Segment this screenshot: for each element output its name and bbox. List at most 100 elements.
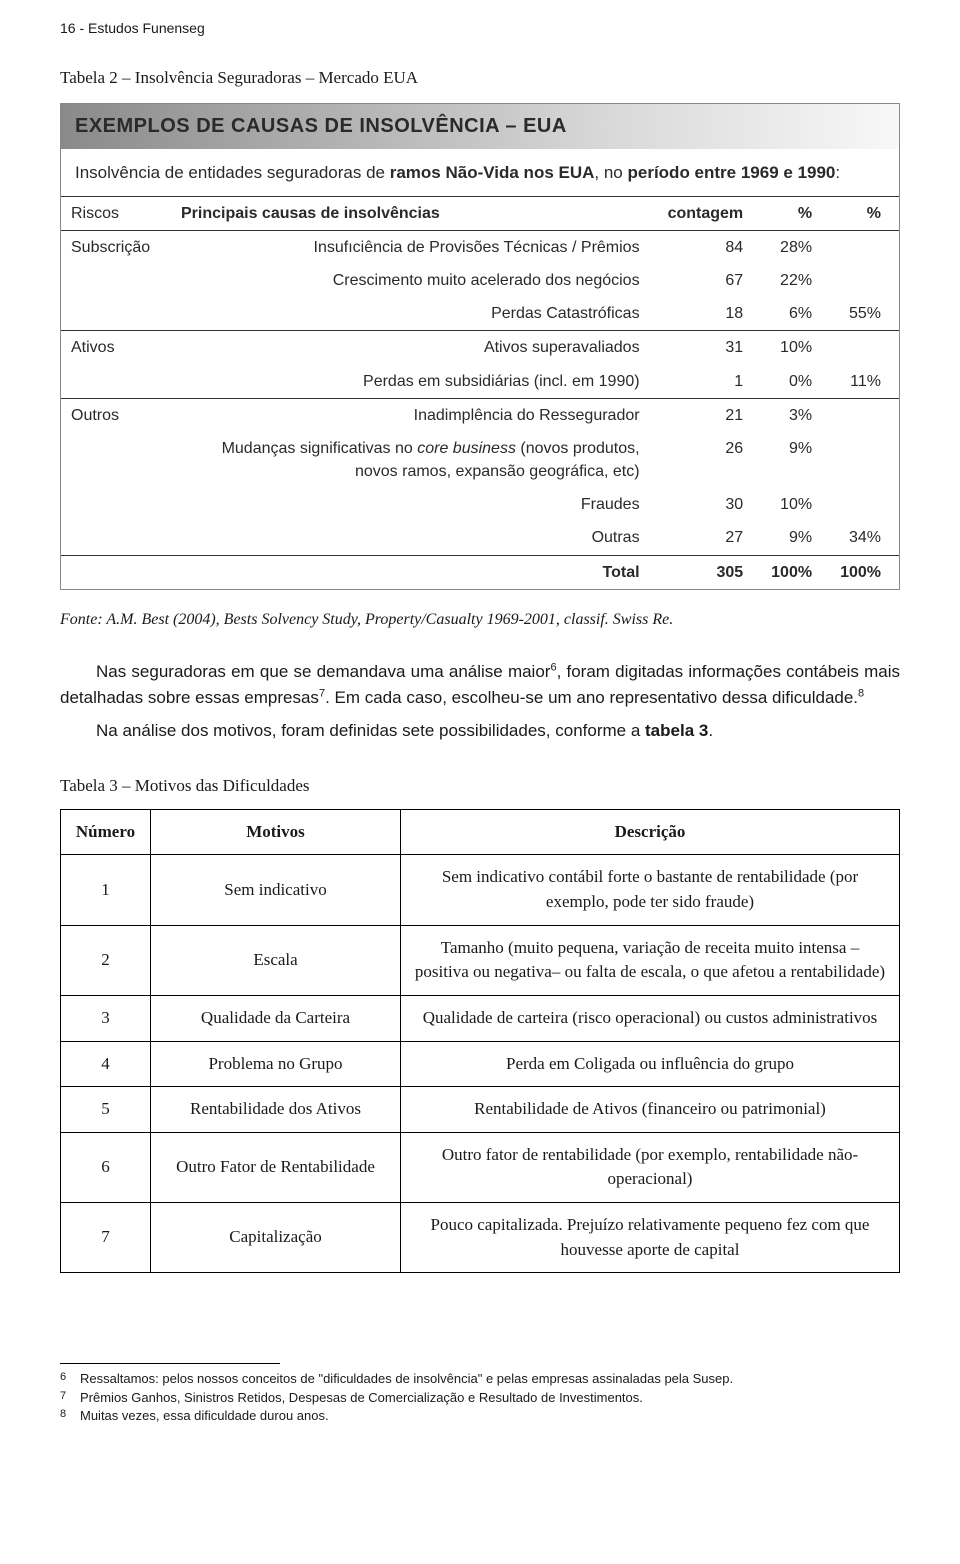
num-cell: 0% xyxy=(761,365,830,399)
footnote-text: Ressaltamos: pelos nossos conceitos de "… xyxy=(80,1370,733,1388)
risk-cell: Subscrição xyxy=(61,230,171,264)
intro-bold2: período entre 1969 e 1990 xyxy=(628,163,836,182)
intro-bold1: ramos Não-Vida nos EUA xyxy=(390,163,595,182)
num-cell: 28% xyxy=(761,230,830,264)
total-label: Total xyxy=(171,555,658,589)
footnote-row: 6 Ressaltamos: pelos nossos conceitos de … xyxy=(60,1370,900,1388)
p2a: Na análise dos motivos, foram definidas … xyxy=(96,721,645,740)
risk-cell xyxy=(61,432,171,488)
total-blank xyxy=(61,555,171,589)
table-row: 5Rentabilidade dos AtivosRentabilidade d… xyxy=(61,1087,900,1133)
num-cell: 10% xyxy=(761,331,830,365)
num-cell: 84 xyxy=(658,230,762,264)
footnote-num: 8 xyxy=(60,1407,70,1425)
fn-ref-8: 8 xyxy=(858,688,864,700)
num-cell xyxy=(830,488,899,521)
cause-cell: Perdas em subsidiárias (incl. em 1990) xyxy=(171,365,658,399)
footnote-num: 6 xyxy=(60,1370,70,1388)
risk-cell: Outros xyxy=(61,398,171,432)
row-motivo: Qualidade da Carteira xyxy=(151,995,401,1041)
p1a: Nas seguradoras em que se demandava uma … xyxy=(96,662,550,681)
num-cell: 18 xyxy=(658,297,762,331)
footnote-text: Muitas vezes, essa dificuldade durou ano… xyxy=(80,1407,329,1425)
tabela3-caption: Tabela 3 – Motivos das Dificuldades xyxy=(60,774,900,799)
row-desc: Outro fator de rentabilidade (por exempl… xyxy=(401,1132,900,1202)
total-num: 100% xyxy=(830,555,899,589)
cause-cell: Outras xyxy=(171,521,658,555)
row-num: 2 xyxy=(61,925,151,995)
col-causas: Principais causas de insolvências xyxy=(171,196,658,230)
col-motivos: Motivos xyxy=(151,809,401,855)
p2b: . xyxy=(708,721,713,740)
col-riscos: Riscos xyxy=(61,196,171,230)
row-num: 7 xyxy=(61,1203,151,1273)
paragraph-2: Na análise dos motivos, foram definidas … xyxy=(60,718,900,744)
num-cell: 9% xyxy=(761,432,830,488)
num-cell: 26 xyxy=(658,432,762,488)
tabela2-caption: Tabela 2 – Insolvência Seguradoras – Mer… xyxy=(60,66,900,91)
num-cell: 34% xyxy=(830,521,899,555)
num-cell xyxy=(830,432,899,488)
intro-end: : xyxy=(835,163,840,182)
row-num: 6 xyxy=(61,1132,151,1202)
risk-cell xyxy=(61,365,171,399)
table-row: 1Sem indicativoSem indicativo contábil f… xyxy=(61,855,900,925)
table-row: 2EscalaTamanho (muito pequena, variação … xyxy=(61,925,900,995)
cause-cell: Mudanças significativas no core business… xyxy=(171,432,658,488)
cause-cell: Inadimplência do Ressegurador xyxy=(171,398,658,432)
col-pct1: % xyxy=(761,196,830,230)
num-cell: 31 xyxy=(658,331,762,365)
row-num: 5 xyxy=(61,1087,151,1133)
row-desc: Pouco capitalizada. Prejuízo relativamen… xyxy=(401,1203,900,1273)
num-cell: 55% xyxy=(830,297,899,331)
tabela3-table: Número Motivos Descrição 1Sem indicativo… xyxy=(60,809,900,1274)
tabela2-box: EXEMPLOS DE CAUSAS DE INSOLVÊNCIA – EUA … xyxy=(60,103,900,590)
num-cell xyxy=(830,331,899,365)
table-row: 4Problema no GrupoPerda em Coligada ou i… xyxy=(61,1041,900,1087)
cause-cell: Crescimento muito acelerado dos negócios xyxy=(171,264,658,297)
row-motivo: Outro Fator de Rentabilidade xyxy=(151,1132,401,1202)
row-motivo: Sem indicativo xyxy=(151,855,401,925)
p2bold: tabela 3 xyxy=(645,721,708,740)
row-motivo: Escala xyxy=(151,925,401,995)
footnotes: 6 Ressaltamos: pelos nossos conceitos de … xyxy=(60,1364,900,1425)
num-cell: 21 xyxy=(658,398,762,432)
table-row: 7CapitalizaçãoPouco capitalizada. Prejuí… xyxy=(61,1203,900,1273)
row-motivo: Problema no Grupo xyxy=(151,1041,401,1087)
risk-cell: Ativos xyxy=(61,331,171,365)
p1c: . Em cada caso, escolheu-se um ano repre… xyxy=(325,688,858,707)
intro-mid: , no xyxy=(594,163,627,182)
risk-cell xyxy=(61,488,171,521)
num-cell: 1 xyxy=(658,365,762,399)
num-cell: 22% xyxy=(761,264,830,297)
footnote-row: 7 Prêmios Ganhos, Sinistros Retidos, Desp… xyxy=(60,1389,900,1407)
num-cell: 11% xyxy=(830,365,899,399)
num-cell xyxy=(830,230,899,264)
risk-cell xyxy=(61,297,171,331)
paragraph-1: Nas seguradoras em que se demandava uma … xyxy=(60,659,900,712)
risk-cell xyxy=(61,264,171,297)
row-desc: Rentabilidade de Ativos (financeiro ou p… xyxy=(401,1087,900,1133)
footnote-text: Prêmios Ganhos, Sinistros Retidos, Despe… xyxy=(80,1389,643,1407)
row-num: 3 xyxy=(61,995,151,1041)
col-pct2: % xyxy=(830,196,899,230)
num-cell: 67 xyxy=(658,264,762,297)
num-cell: 10% xyxy=(761,488,830,521)
row-desc: Tamanho (muito pequena, variação de rece… xyxy=(401,925,900,995)
source-line: Fonte: A.M. Best (2004), Bests Solvency … xyxy=(60,608,900,631)
footnote-num: 7 xyxy=(60,1389,70,1407)
row-desc: Qualidade de carteira (risco operacional… xyxy=(401,995,900,1041)
cause-cell: Insufıciência de Provisões Técnicas / Pr… xyxy=(171,230,658,264)
row-desc: Sem indicativo contábil forte o bastante… xyxy=(401,855,900,925)
num-cell: 9% xyxy=(761,521,830,555)
footnote-row: 8 Muitas vezes, essa dificuldade durou an… xyxy=(60,1407,900,1425)
tabela2-banner: EXEMPLOS DE CAUSAS DE INSOLVÊNCIA – EUA xyxy=(61,104,899,149)
col-numero: Número xyxy=(61,809,151,855)
page-header: 16 - Estudos Funenseg xyxy=(60,18,900,38)
cause-cell: Ativos superavaliados xyxy=(171,331,658,365)
cause-cell: Fraudes xyxy=(171,488,658,521)
row-motivo: Capitalização xyxy=(151,1203,401,1273)
col-contagem: contagem xyxy=(658,196,762,230)
num-cell: 3% xyxy=(761,398,830,432)
row-num: 1 xyxy=(61,855,151,925)
